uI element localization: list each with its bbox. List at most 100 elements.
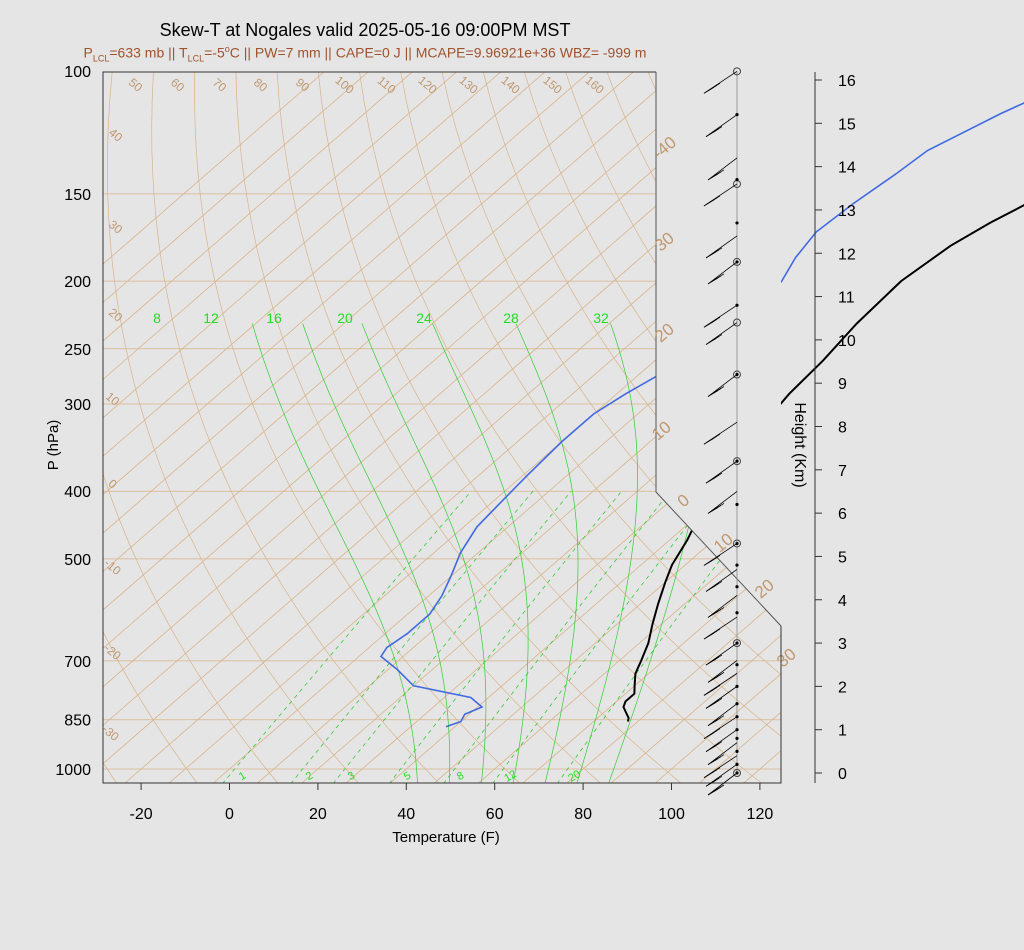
x-tick-label: 60 <box>486 806 504 823</box>
wind-barb <box>707 595 738 618</box>
isotherm-line <box>433 481 781 783</box>
wind-barb-flag <box>709 195 721 203</box>
isotherm-line <box>103 72 679 573</box>
pressure-tick-label: 400 <box>64 484 91 501</box>
isotherm-line <box>920 39 1024 784</box>
height-tick-label: 11 <box>838 290 855 307</box>
x-tick-label: 0 <box>225 806 234 823</box>
subtitle-t-lcl-value: =-5 <box>204 44 225 61</box>
mixing-ratio-line <box>290 490 534 783</box>
pressure-tick-label: 1000 <box>55 762 91 779</box>
wind-barb-flag <box>709 728 721 736</box>
wind-barb-flag <box>711 472 723 480</box>
wind-barb-flag <box>709 82 721 90</box>
wind-barb-flag <box>713 715 725 723</box>
mixing-ratio-line <box>333 490 572 783</box>
isotherm-line <box>477 519 781 783</box>
isotherm-line <box>103 72 723 611</box>
dry-adiabat-line <box>400 72 781 676</box>
wind-barb <box>707 703 738 727</box>
moist-adiabat-label: 32 <box>593 310 609 326</box>
wind-barb <box>707 261 738 285</box>
dry-adiabat-line <box>875 39 1024 784</box>
wind-barb-flag <box>713 503 725 510</box>
wind-barb <box>707 374 738 397</box>
dry-adiabat-line <box>482 72 781 553</box>
moist-adiabat-line <box>576 323 638 783</box>
wind-calm-circle <box>733 457 741 466</box>
height-tick-label: 14 <box>838 160 856 177</box>
height-tick-label: 7 <box>838 463 847 480</box>
isotherm-line <box>1008 39 1024 784</box>
wind-barb-flag <box>713 607 725 614</box>
moist-adiabat-label: 28 <box>503 310 519 326</box>
wind-marker-dot <box>735 178 739 182</box>
wind-barb-flag <box>713 754 725 762</box>
isotherm-line <box>103 72 502 419</box>
dry-adiabat-line <box>235 72 601 783</box>
isotherm-line <box>103 72 458 380</box>
pressure-tick-label: 250 <box>64 342 91 359</box>
mixing-ratio-label: 20 <box>566 768 583 785</box>
mixing-ratio-label: 2 <box>304 770 315 783</box>
x-tick-label: -20 <box>130 806 153 823</box>
isotherm-line <box>103 72 413 342</box>
moist-adiabat-label: 8 <box>153 310 161 326</box>
dry-adiabat-line <box>915 39 1024 784</box>
isotherm-line <box>522 557 781 783</box>
wind-barb-flag <box>709 316 721 324</box>
x-tick-label: 40 <box>397 806 415 823</box>
wind-marker-dot <box>735 221 739 225</box>
wind-region-border <box>655 72 782 627</box>
wind-barb-flag <box>713 386 725 393</box>
moist-adiabat-label: 24 <box>416 310 432 326</box>
mixing-ratio-line <box>443 490 671 783</box>
isotherm-line <box>964 39 1024 784</box>
dry-adiabat-line <box>359 72 781 737</box>
x-tick-label: 80 <box>574 806 592 823</box>
wind-calm-circle <box>733 318 741 327</box>
wind-barb-flag <box>709 555 721 562</box>
wind-barb-flag <box>711 741 723 749</box>
isotherm-line <box>787 39 1024 784</box>
isotherm-line <box>103 72 634 534</box>
plot-frame <box>102 71 782 784</box>
wind-barb <box>707 157 738 181</box>
wind-barb-flag <box>709 628 721 636</box>
moist-adiabat-line <box>302 323 451 783</box>
dry-adiabat-line <box>955 39 1024 784</box>
mixing-ratio-label: 3 <box>346 770 357 783</box>
isotherm-line <box>875 39 1024 784</box>
height-tick-label: 15 <box>838 116 856 133</box>
wind-marker-dot <box>735 736 739 740</box>
x-tick-label: 100 <box>658 806 685 823</box>
y-axis-label: P (hPa) <box>45 420 62 471</box>
wind-barb <box>707 772 738 796</box>
wind-barb-flag <box>711 581 723 588</box>
dry-adiabat-line <box>795 39 1024 784</box>
moist-adiabat-label: 16 <box>266 310 282 326</box>
height-tick-label: 5 <box>838 549 847 566</box>
isotherm-line <box>124 212 781 783</box>
wind-barb-flag <box>713 784 725 792</box>
height-tick-label: 10 <box>838 333 856 350</box>
moist-adiabat-label: 20 <box>337 310 353 326</box>
wind-calm-circle <box>733 67 741 76</box>
isotherm-line <box>103 72 546 457</box>
height-tick-label: 1 <box>838 723 847 740</box>
wind-marker-dot <box>735 663 739 667</box>
wind-barb-flag <box>713 169 725 177</box>
mixing-ratio-label: 5 <box>402 770 413 783</box>
moist-adiabat-line <box>251 323 418 783</box>
wind-region-mask <box>656 72 781 626</box>
wind-calm-circle <box>733 639 741 648</box>
wind-barb <box>707 491 738 514</box>
dry-adiabat-line <box>103 761 117 783</box>
dry-adiabat-line <box>194 72 521 783</box>
mixing-ratio-label: 1 <box>237 770 248 783</box>
height-tick-label: 3 <box>838 636 847 653</box>
pressure-tick-label: 100 <box>64 64 91 81</box>
dry-adiabat-line <box>317 72 762 783</box>
wind-barb <box>707 660 738 683</box>
height-tick-label: 2 <box>838 679 847 696</box>
